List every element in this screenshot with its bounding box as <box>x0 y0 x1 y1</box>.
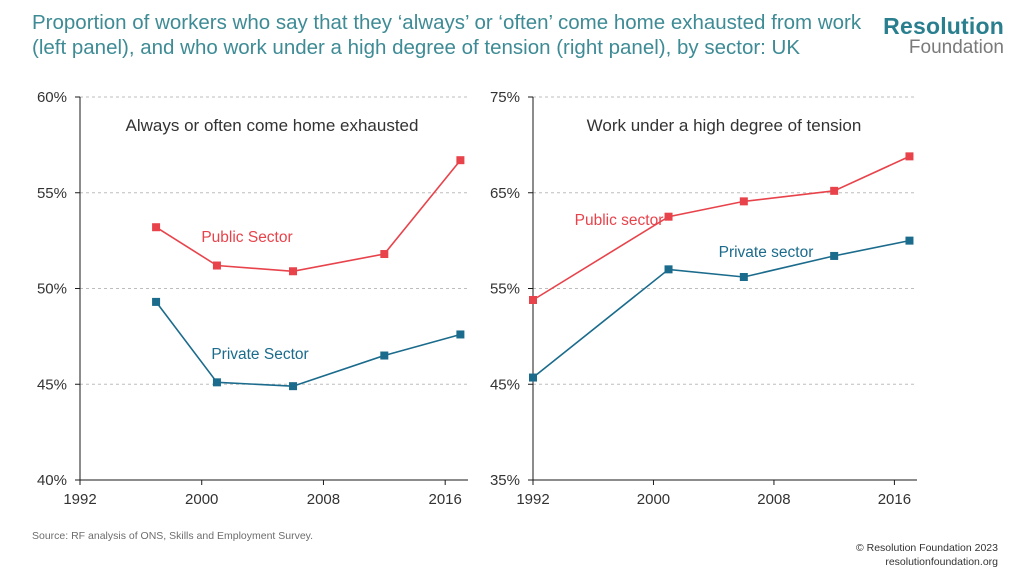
logo-line1: Resolution <box>883 13 1004 39</box>
private-data-point <box>905 236 914 245</box>
public-data-point <box>664 212 673 221</box>
public-data-point <box>905 152 914 161</box>
public-data-point <box>739 197 748 206</box>
y-tick-label: 45% <box>37 376 67 393</box>
private-series-label: Private sector <box>719 244 814 261</box>
x-tick-label: 1992 <box>63 491 96 508</box>
public-data-point <box>152 223 161 232</box>
private-data-point <box>456 330 465 339</box>
private-data-point <box>152 297 161 306</box>
website-text: resolutionfoundation.org <box>885 556 998 568</box>
private-series-line <box>532 239 910 379</box>
public-data-point <box>380 250 389 259</box>
private-data-point <box>289 382 298 391</box>
x-tick-label: 2008 <box>757 491 790 508</box>
copyright-text: © Resolution Foundation 2023 <box>855 542 998 554</box>
source-note: Source: RF analysis of ONS, Skills and E… <box>32 530 314 542</box>
private-data-point <box>529 373 537 382</box>
x-tick-label: 2016 <box>878 491 911 508</box>
panel-title: Work under a high degree of tension <box>587 116 862 135</box>
chart-title: Proportion of workers who say that they … <box>32 11 862 59</box>
y-tick-label: 55% <box>490 281 520 298</box>
private-series-line <box>155 301 461 388</box>
private-data-point <box>739 273 748 282</box>
y-tick-label: 50% <box>37 281 67 298</box>
y-tick-label: 65% <box>490 185 520 202</box>
x-tick-label: 2000 <box>185 491 218 508</box>
panel-1: 40% 45% 50% 55% 60% 1992 2000 2008 2016 Always or… <box>37 89 468 508</box>
private-data-point <box>380 351 389 360</box>
y-tick-label: 60% <box>37 89 67 106</box>
y-tick-label: 55% <box>37 185 67 202</box>
public-data-point <box>289 267 298 276</box>
public-series-label: Public sector <box>575 212 664 229</box>
y-tick-label: 35% <box>490 472 520 489</box>
x-tick-label: 2008 <box>307 491 340 508</box>
x-tick-label: 2000 <box>637 491 670 508</box>
public-series-line <box>155 159 462 273</box>
public-series-label: Public Sector <box>201 229 292 246</box>
private-data-point <box>830 251 839 260</box>
resolution-foundation-logo: Resolution Foundation <box>883 14 1004 58</box>
y-tick-label: 40% <box>37 472 67 489</box>
copyright-block: © Resolution Foundation 2023 resolutionf… <box>856 541 998 569</box>
private-series-label: Private Sector <box>211 346 308 363</box>
logo-line2: Foundation <box>908 37 1004 58</box>
y-tick-label: 75% <box>490 89 520 106</box>
y-tick-label: 45% <box>490 376 520 393</box>
x-tick-label: 1992 <box>516 491 549 508</box>
panel-title: Always or often come home exhausted <box>126 116 419 135</box>
public-data-point <box>830 186 839 195</box>
panel-2: 35% 45% 55% 65% 75% 1992 2000 2008 2016 Work unde… <box>490 89 917 508</box>
x-tick-label: 2016 <box>428 491 461 508</box>
public-data-point <box>529 295 537 304</box>
private-data-point <box>212 378 221 387</box>
public-data-point <box>456 156 465 165</box>
private-data-point <box>664 265 673 274</box>
public-data-point <box>212 261 221 270</box>
